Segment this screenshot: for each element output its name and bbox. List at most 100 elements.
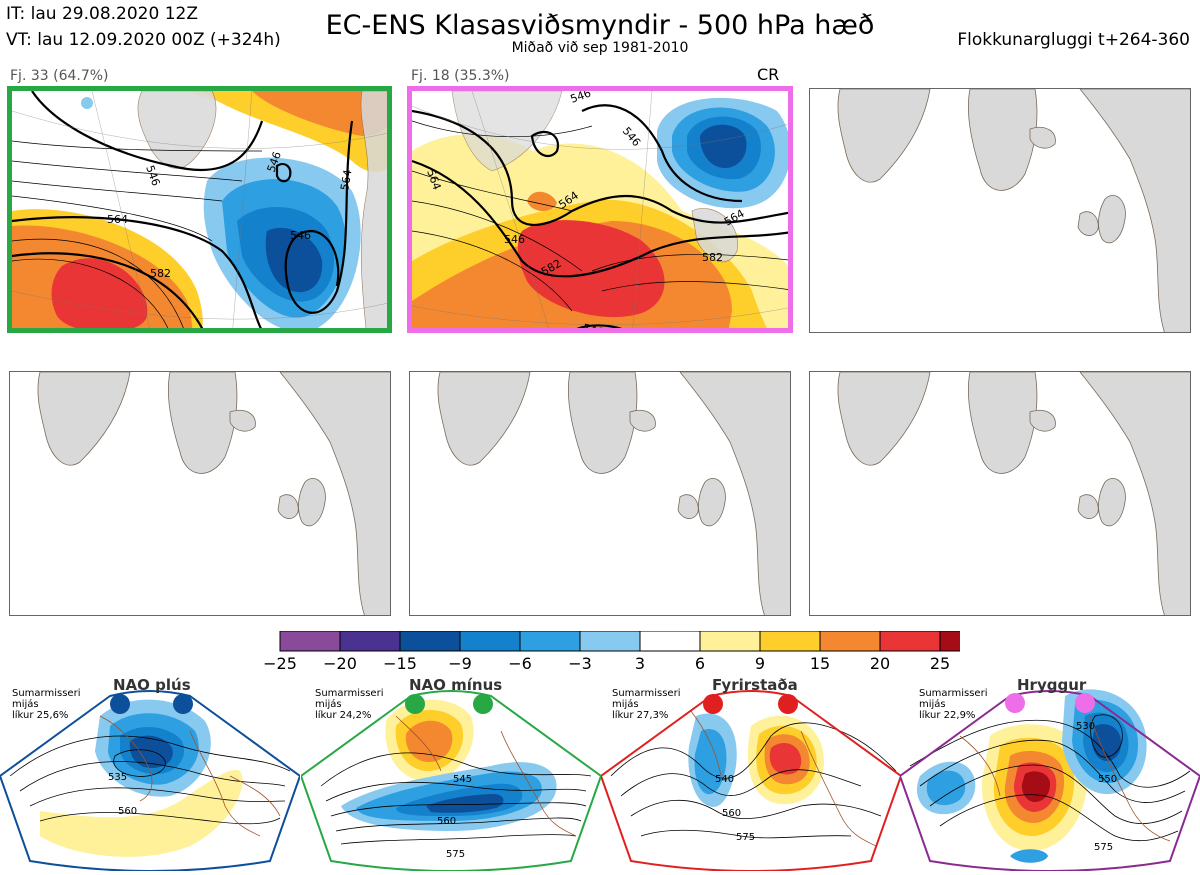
height-contours [12, 140, 263, 328]
page-title: EC-ENS Klasasviðsmyndir - 500 hPa hæð [325, 10, 875, 41]
regime-frame [599, 690, 903, 872]
contour-label: 540 [715, 774, 734, 785]
legend-swatch [579, 631, 641, 652]
land-mass [1098, 194, 1126, 244]
regime-contours [9, 735, 291, 825]
panel-2-regime-tag: CR [757, 65, 780, 84]
land-mass [629, 410, 656, 432]
regime-marker-dot [778, 694, 798, 714]
contour-label: 560 [437, 816, 456, 827]
panel-1-label: Fj. 33 (64.7%) [10, 68, 109, 84]
contour-label: 546 [290, 229, 311, 242]
cluster-map-2-svg: 546 546 546 564 564 564 582 582 546 [412, 91, 788, 328]
legend-swatch [879, 631, 941, 652]
contour-label: 575 [446, 849, 465, 860]
legend-tick-label: −3 [568, 654, 592, 671]
base-map-svg [837, 372, 1190, 615]
contour-label: 564 [722, 207, 747, 229]
initial-time: IT: lau 29.08.2020 12Z [6, 4, 198, 24]
contour-label: 564 [107, 213, 128, 226]
land-mass [1029, 410, 1056, 432]
land-mass [298, 477, 326, 527]
land-mass [837, 372, 931, 466]
legend-tick-label: 20 [870, 654, 890, 671]
regime-marker-dot [473, 694, 493, 714]
legend-swatch [699, 631, 761, 652]
legend-boxes [279, 631, 960, 652]
land-mass [1077, 211, 1099, 236]
contour-label: 546 [504, 233, 525, 246]
regime-marker-dot [703, 694, 723, 714]
graticule [12, 91, 387, 328]
cluster-map-2: 546 546 546 564 564 564 582 582 546 [407, 86, 793, 333]
regime-contours [909, 714, 1191, 842]
legend-tick-label: −9 [448, 654, 472, 671]
regime-contour-labels: 540 560 575 [715, 774, 755, 843]
page-subtitle: Miðað við sep 1981-2010 [511, 40, 689, 56]
contour-label: 575 [1094, 842, 1113, 853]
regime-ridge: 530 550 575 Hryggur Sumarmisseri mijás lík… [898, 676, 1200, 872]
contour-label: 546 [620, 125, 643, 149]
land-mass [279, 372, 390, 615]
regime-marker-dot [110, 694, 130, 714]
regime-nao-plus: 535 560 NAO plús Sumarmisseri mijás líkur … [0, 676, 302, 872]
legend-swatch [759, 631, 821, 652]
regime-contour-labels: 530 550 575 [1076, 721, 1117, 853]
land-mass [837, 89, 931, 183]
land-mass [1098, 477, 1126, 527]
legend-swatch [459, 631, 521, 652]
cluster-map-3-empty [809, 88, 1191, 333]
legend-swatch [279, 631, 341, 652]
regime-map: 540 560 575 [599, 690, 903, 872]
contour-label: 560 [118, 806, 137, 817]
legend-swatch [819, 631, 881, 652]
main-contours [12, 91, 354, 328]
contour-label: 550 [1098, 774, 1117, 785]
regime-note: Sumarmisseri mijás líkur 27,3% [612, 688, 681, 721]
contour-label: 546 [569, 91, 593, 106]
regime-contours [610, 722, 897, 839]
regime-map: 535 560 [0, 690, 302, 872]
regime-anomalies [40, 699, 243, 857]
regime-coastline [99, 715, 281, 837]
land-mass [677, 494, 699, 519]
legend-tick-label: −20 [323, 654, 357, 671]
cluster-map-5-empty [409, 371, 791, 616]
valid-time: VT: lau 12.09.2020 00Z (+324h) [6, 30, 281, 50]
legend-tick-label: 9 [755, 654, 765, 671]
regime-coastline [395, 715, 577, 837]
clustering-window: Flokkunargluggi t+264-360 [957, 30, 1190, 50]
land-mass [167, 372, 238, 474]
base-map-svg [37, 372, 390, 615]
regime-marker-dot [173, 694, 193, 714]
land-mass [679, 372, 790, 615]
regime-marker-dot [405, 694, 425, 714]
legend-tick-label: −6 [508, 654, 532, 671]
legend-tick-label: 15 [810, 654, 830, 671]
regime-marker-dot [1075, 693, 1095, 713]
regime-note: Sumarmisseri mijás líkur 24,2% [315, 688, 384, 721]
regime-contour-labels: 545 560 575 [437, 774, 472, 860]
contour-label: 560 [722, 808, 741, 819]
regime-anomalies [688, 713, 824, 807]
land-mass [37, 372, 131, 466]
contour-label: 535 [108, 772, 127, 783]
regime-frame [0, 690, 302, 872]
land-mass [277, 494, 299, 519]
legend-tick-label: −25 [263, 654, 297, 671]
regime-contour-labels: 535 560 [108, 772, 137, 817]
land-mass [1079, 372, 1190, 615]
color-scale-legend: −25 −20 −15 −9 −6 −3 3 6 9 15 20 25 [263, 631, 960, 671]
regime-marker-dot [1005, 693, 1025, 713]
graticule [412, 91, 788, 328]
regime-frame [898, 690, 1200, 872]
legend-swatch [639, 631, 701, 652]
regime-title: NAO mínus [409, 676, 503, 694]
regime-anomalies [341, 699, 557, 831]
panel-2-label: Fj. 18 (35.3%) [411, 68, 510, 84]
base-map-svg [437, 372, 790, 615]
contour-label: 530 [1076, 721, 1095, 732]
regime-blocking: 540 560 575 Fyrirstaða Sumarmisseri mijás… [599, 676, 903, 872]
legend-tick-label: 3 [635, 654, 645, 671]
legend-swatch [939, 631, 960, 652]
